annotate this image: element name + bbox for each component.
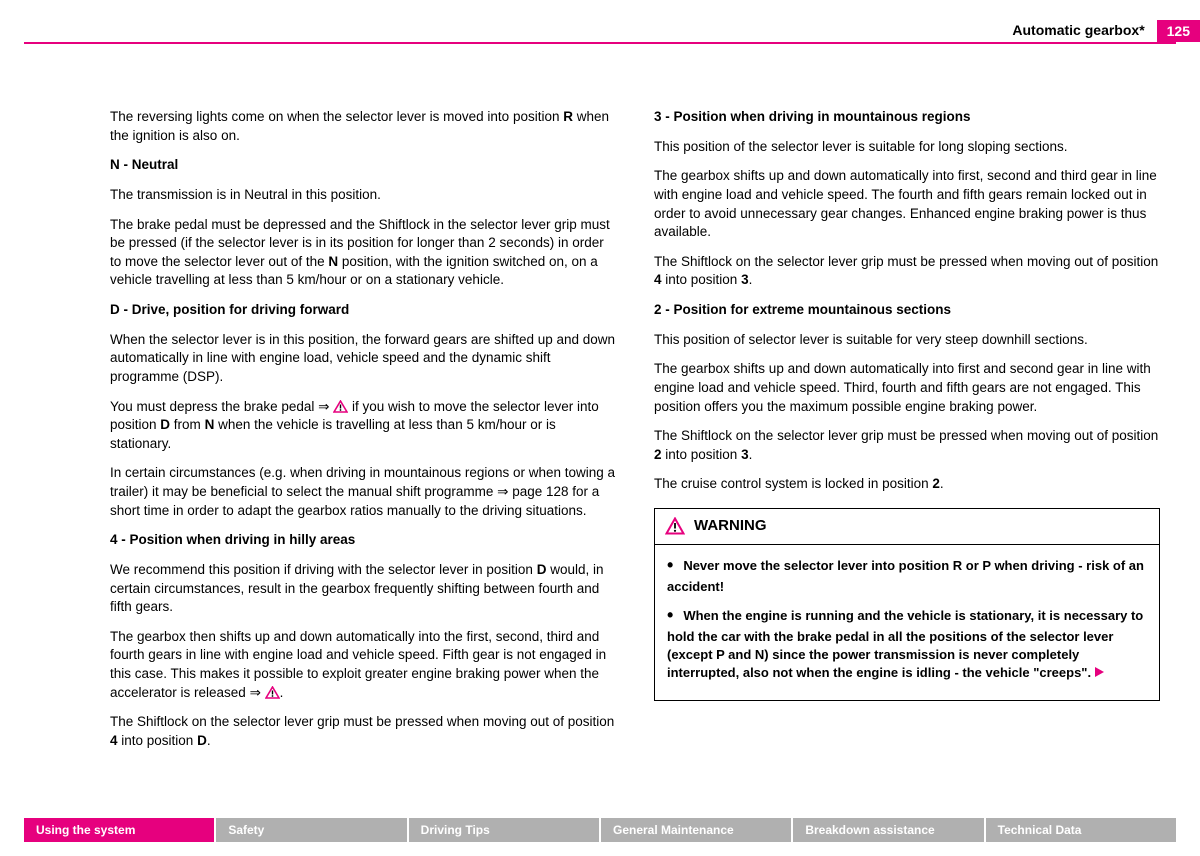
tab-driving-tips[interactable]: Driving Tips <box>409 818 599 842</box>
body-text: The Shiftlock on the selector lever grip… <box>654 427 1160 464</box>
page-content: The reversing lights come on when the se… <box>110 108 1160 796</box>
body-text: The cruise control system is locked in p… <box>654 475 1160 494</box>
heading-n: N - Neutral <box>110 156 616 175</box>
text: into position <box>662 447 742 462</box>
page-number: 125 <box>1157 20 1200 42</box>
heading-3: 3 - Position when driving in mountainous… <box>654 108 1160 127</box>
body-text: You must depress the brake pedal ⇒ if yo… <box>110 398 616 454</box>
warning-icon <box>333 400 348 413</box>
text-bold: 3 <box>741 272 749 287</box>
body-text: The gearbox then shifts up and down auto… <box>110 628 616 703</box>
header-rule <box>24 42 1176 44</box>
tab-technical-data[interactable]: Technical Data <box>986 818 1176 842</box>
warning-icon <box>665 517 685 535</box>
right-column: 3 - Position when driving in mountainous… <box>654 108 1160 796</box>
warning-item: When the engine is running and the vehic… <box>667 603 1147 682</box>
text: The cruise control system is locked in p… <box>654 476 932 491</box>
heading-4: 4 - Position when driving in hilly areas <box>110 531 616 550</box>
body-text: This position of the selector lever is s… <box>654 138 1160 157</box>
body-text: The brake pedal must be depressed and th… <box>110 216 616 291</box>
warning-header: WARNING <box>655 509 1159 545</box>
text: When the engine is running and the vehic… <box>667 608 1143 680</box>
text-bold: D <box>197 733 207 748</box>
text: . <box>280 685 284 700</box>
continue-arrow-icon <box>1095 667 1104 677</box>
text-bold: R <box>563 109 573 124</box>
text: You must depress the brake pedal ⇒ <box>110 399 333 414</box>
text: . <box>749 447 753 462</box>
text-bold: 4 <box>110 733 118 748</box>
text-bold: N <box>205 417 215 432</box>
body-text: The gearbox shifts up and down automatic… <box>654 167 1160 242</box>
footer-tabs: Using the system Safety Driving Tips Gen… <box>24 818 1176 842</box>
body-text: In certain circumstances (e.g. when driv… <box>110 464 616 520</box>
text: Never move the selector lever into posit… <box>667 558 1144 594</box>
text-bold: 2 <box>654 447 662 462</box>
text: The Shiftlock on the selector lever grip… <box>654 254 1158 269</box>
text: . <box>207 733 211 748</box>
warning-body: Never move the selector lever into posit… <box>655 545 1159 700</box>
text: . <box>940 476 944 491</box>
heading-d: D - Drive, position for driving forward <box>110 301 616 320</box>
body-text: The Shiftlock on the selector lever grip… <box>110 713 616 750</box>
tab-breakdown[interactable]: Breakdown assistance <box>793 818 983 842</box>
page-header: Automatic gearbox* 125 <box>1012 20 1200 42</box>
text: The Shiftlock on the selector lever grip… <box>110 714 614 729</box>
text-bold: 4 <box>654 272 662 287</box>
text: from <box>170 417 205 432</box>
text-bold: D <box>160 417 170 432</box>
warning-box: WARNING Never move the selector lever in… <box>654 508 1160 701</box>
text-bold: D <box>537 562 547 577</box>
body-text: The gearbox shifts up and down automatic… <box>654 360 1160 416</box>
heading-2: 2 - Position for extreme mountainous sec… <box>654 301 1160 320</box>
warning-icon <box>265 686 280 699</box>
text: . <box>749 272 753 287</box>
tab-general-maintenance[interactable]: General Maintenance <box>601 818 791 842</box>
left-column: The reversing lights come on when the se… <box>110 108 616 796</box>
text: We recommend this position if driving wi… <box>110 562 537 577</box>
section-title: Automatic gearbox* <box>1012 20 1156 42</box>
text: The reversing lights come on when the se… <box>110 109 563 124</box>
text: The gearbox then shifts up and down auto… <box>110 629 606 700</box>
body-text: We recommend this position if driving wi… <box>110 561 616 617</box>
tab-using-system[interactable]: Using the system <box>24 818 214 842</box>
text: into position <box>118 733 198 748</box>
text-bold: 3 <box>741 447 749 462</box>
text: The Shiftlock on the selector lever grip… <box>654 428 1158 443</box>
body-text: The Shiftlock on the selector lever grip… <box>654 253 1160 290</box>
warning-title: WARNING <box>694 516 767 537</box>
body-text: The transmission is in Neutral in this p… <box>110 186 616 205</box>
warning-item: Never move the selector lever into posit… <box>667 553 1147 596</box>
body-text: When the selector lever is in this posit… <box>110 331 616 387</box>
tab-safety[interactable]: Safety <box>216 818 406 842</box>
text-bold: 2 <box>932 476 940 491</box>
body-text: This position of selector lever is suita… <box>654 331 1160 350</box>
body-text: The reversing lights come on when the se… <box>110 108 616 145</box>
text: into position <box>662 272 742 287</box>
text-bold: N <box>328 254 338 269</box>
